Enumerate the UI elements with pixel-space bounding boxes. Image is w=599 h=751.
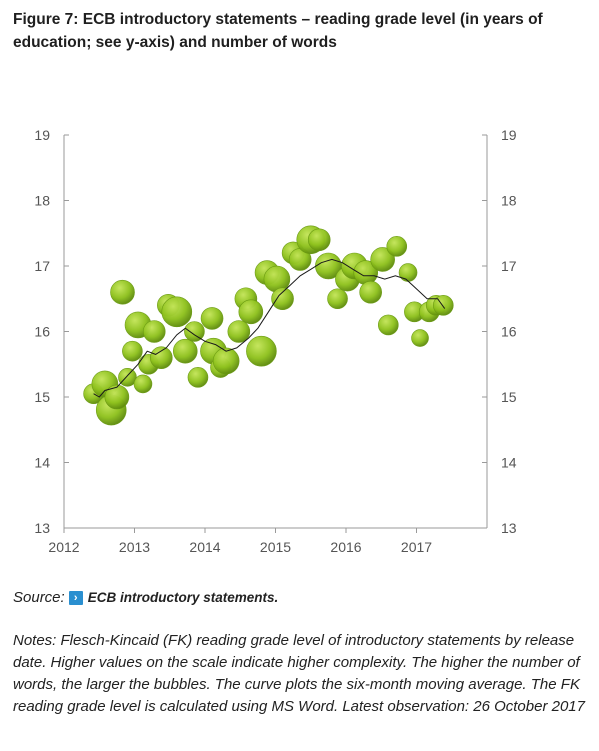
bubble-point [104,384,130,410]
y-tick-label-left: 14 [34,455,50,471]
bubble-point [187,367,209,388]
bubble-point [386,236,408,257]
bubble-point [307,228,331,252]
y-tick-label-right: 17 [501,258,517,274]
x-tick-label: 2014 [189,539,220,555]
bubble-point [200,307,224,330]
bubble-point [149,346,173,369]
bubble-point [246,335,277,367]
bubble-point [370,247,395,272]
bubble-chart: 13 13 14 14 15 15 16 16 17 17 18 18 19 19 2012 2013 2014… [34,127,516,555]
y-tick-label-left: 18 [34,193,50,209]
source-line: Source: › ECB introductory statements. [13,589,278,606]
bubble-point [142,320,166,343]
bubble-point [212,347,240,375]
bubble-point [161,296,193,328]
y-tick-label-right: 15 [501,389,517,405]
y-tick-label-right: 19 [501,127,517,143]
y-tick-label-right: 13 [501,520,517,536]
figure-title: Figure 7: ECB introductory statements – … [13,11,543,51]
bubble-point [411,329,429,347]
bubble-point [133,374,153,394]
bubble-point [327,288,348,310]
bubble-point [122,340,143,362]
bubble-point [377,314,399,336]
y-tick-label-right: 18 [501,193,517,209]
y-tick-label-left: 17 [34,258,50,274]
y-tick-label-left: 19 [34,127,50,143]
y-tick-label-left: 13 [34,520,50,536]
bubble-layer [83,225,454,426]
x-tick-label: 2015 [260,539,291,555]
chart-axes: 13 13 14 14 15 15 16 16 17 17 18 18 19 19 2012 2013 2014… [34,127,516,555]
bubble-point [227,320,251,343]
source-label: Source: [13,589,65,606]
y-tick-label-left: 16 [34,324,50,340]
chart-notes: Notes: Flesch-Kincaid (FK) reading grade… [13,632,585,715]
y-tick-label-right: 16 [501,324,517,340]
y-tick-label-right: 14 [501,455,517,471]
bubble-point [110,279,135,305]
bubble-point [238,299,264,325]
bubble-point [184,321,205,342]
x-tick-label: 2016 [330,539,361,555]
bubble-point [172,338,198,364]
bubble-point [359,280,382,304]
source-link[interactable]: ECB introductory statements. [87,590,279,605]
x-tick-label: 2012 [48,539,79,555]
y-tick-label-left: 15 [34,389,50,405]
chevron-right-icon[interactable]: › [68,590,83,605]
moving-average-line [93,258,446,398]
x-tick-label: 2017 [401,539,432,555]
bubble-point [271,287,294,311]
moving-average-layer [93,258,446,398]
x-tick-label: 2013 [119,539,150,555]
bubble-point [398,263,418,282]
